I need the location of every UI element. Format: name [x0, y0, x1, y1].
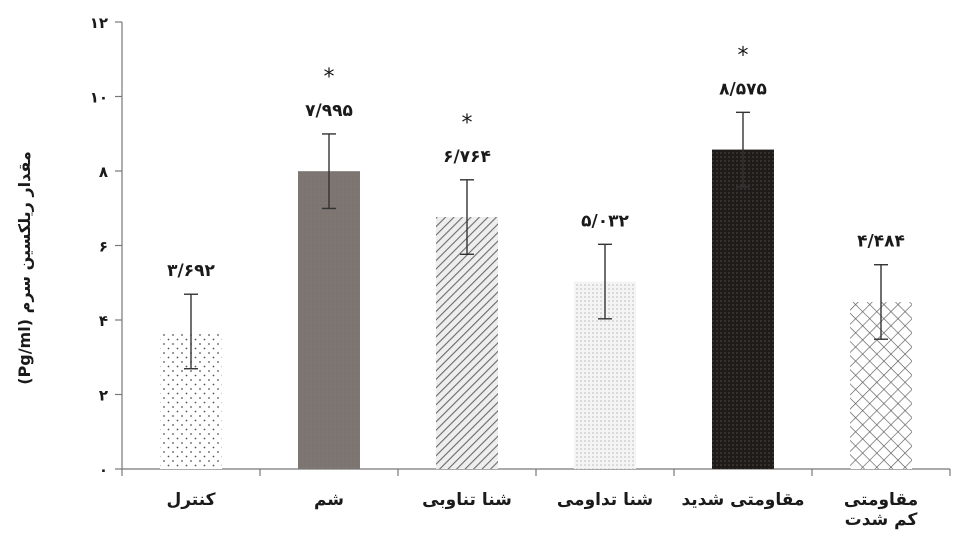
value-label: ۳/۶۹۲ — [167, 261, 215, 281]
y-tick-label: ۱۲ — [90, 14, 108, 32]
y-axis: ۰ ۲ ۴ ۶ ۸ ۱۰ ۱۲ — [90, 14, 123, 479]
value-label: ۷/۹۹۵ — [305, 101, 353, 121]
y-tick-label: ۸ — [99, 163, 108, 181]
category-label: شم — [314, 490, 344, 510]
category-label: شنا تداومی — [557, 490, 653, 510]
bar — [712, 149, 774, 470]
y-tick-label: ۱۰ — [90, 89, 108, 107]
significance-star: * — [462, 111, 473, 136]
x-axis — [121, 468, 951, 476]
significance-markers: * * * — [324, 43, 749, 135]
category-label: شنا تناوبی — [422, 490, 512, 510]
category-labels: کنترل شم شنا تناوبی شنا تداومی مقاومتی شدید م… — [166, 490, 918, 530]
bar — [298, 171, 360, 469]
value-label: ۸/۵۷۵ — [719, 79, 767, 99]
y-axis-label: (Pg/ml) مقدار ریلکسین سرم — [15, 151, 34, 385]
y-tick-label: ۲ — [99, 387, 108, 405]
bar — [436, 217, 498, 469]
category-label: کنترل — [166, 490, 215, 510]
significance-star: * — [738, 43, 749, 68]
category-label: کم شدت — [845, 510, 918, 530]
category-label: مقاومتی — [844, 490, 918, 510]
value-label: ۴/۴۸۴ — [857, 232, 905, 252]
y-tick-label: ۶ — [99, 238, 108, 256]
value-labels: ۳/۶۹۲ ۷/۹۹۵ ۶/۷۶۴ ۵/۰۳۲ ۸/۵۷۵ ۴/۴۸۴ — [167, 79, 905, 281]
y-tick-label: ۰ — [99, 461, 108, 479]
value-label: ۵/۰۳۲ — [581, 211, 629, 231]
bars — [160, 149, 912, 470]
category-label: مقاومتی شدید — [681, 490, 804, 510]
value-label: ۶/۷۶۴ — [443, 147, 491, 167]
y-tick-label: ۴ — [99, 312, 108, 330]
significance-star: * — [324, 65, 335, 90]
error-bars — [184, 111, 888, 370]
